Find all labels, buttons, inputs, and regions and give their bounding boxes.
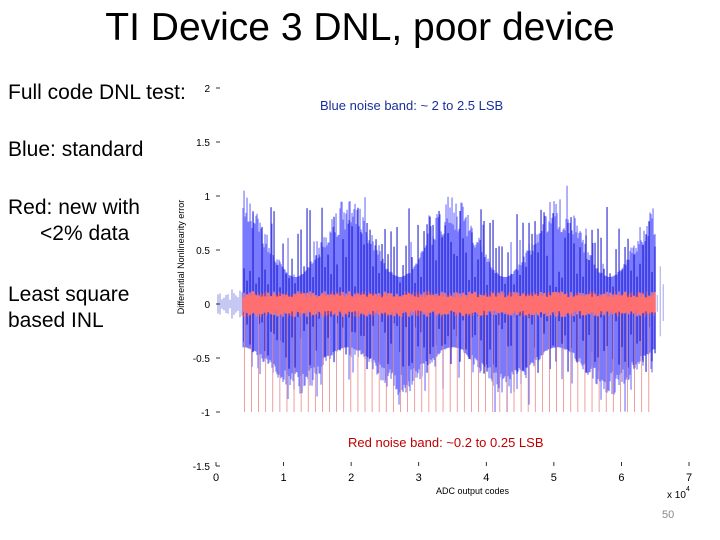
bullet-full-code-dnl: Full code DNL test: <box>8 80 186 106</box>
y-tick-label: 0.5 <box>196 246 210 257</box>
plot-area <box>217 185 664 412</box>
x-tick-label: 2 <box>348 472 354 484</box>
page-number: 50 <box>662 509 675 521</box>
x-axis-label: ADC output codes <box>436 486 510 496</box>
bullet-least-square: Least square based INL <box>8 282 129 334</box>
y-tick-label: -1 <box>201 408 210 419</box>
x-tick-label: 0 <box>213 472 219 484</box>
red-noise-note: Red noise band: ~0.2 to 0.25 LSB <box>348 435 544 450</box>
y-tick-label: 2 <box>204 84 210 95</box>
x-tick-label: 7 <box>686 472 692 484</box>
x-multiplier-exponent: 4 <box>686 486 690 493</box>
x-tick-label: 4 <box>483 472 489 484</box>
y-tick-label: 1 <box>204 192 210 203</box>
bullet-line: Red: new with <box>8 196 140 219</box>
bullet-line: Full code DNL test: <box>8 81 186 104</box>
bullet-line: Blue: standard <box>8 138 144 161</box>
bullet-blue-standard: Blue: standard <box>8 137 143 163</box>
bullet-line: based INL <box>8 309 104 332</box>
bullet-line: <2% data <box>40 222 130 245</box>
x-tick-label: 1 <box>281 472 287 484</box>
slide-title: TI Device 3 DNL, poor device <box>105 6 615 49</box>
blue-noise-note: Blue noise band: ~ 2 to 2.5 LSB <box>320 98 504 113</box>
y-tick-label: -1.5 <box>193 462 211 473</box>
bullet-line: Least square <box>8 283 130 306</box>
x-tick-label: 5 <box>551 472 557 484</box>
x-tick-label: 3 <box>416 472 422 484</box>
y-tick-label: 0 <box>204 300 210 311</box>
bullet-red-new: Red: new with <2% data <box>8 195 140 247</box>
x-tick-label: 6 <box>618 472 624 484</box>
y-tick-label: -0.5 <box>193 354 211 365</box>
y-axis-label: Differential Nonlinearity error <box>176 200 186 314</box>
y-tick-label: 1.5 <box>196 138 210 149</box>
x-multiplier-label: x 10 <box>667 490 686 501</box>
